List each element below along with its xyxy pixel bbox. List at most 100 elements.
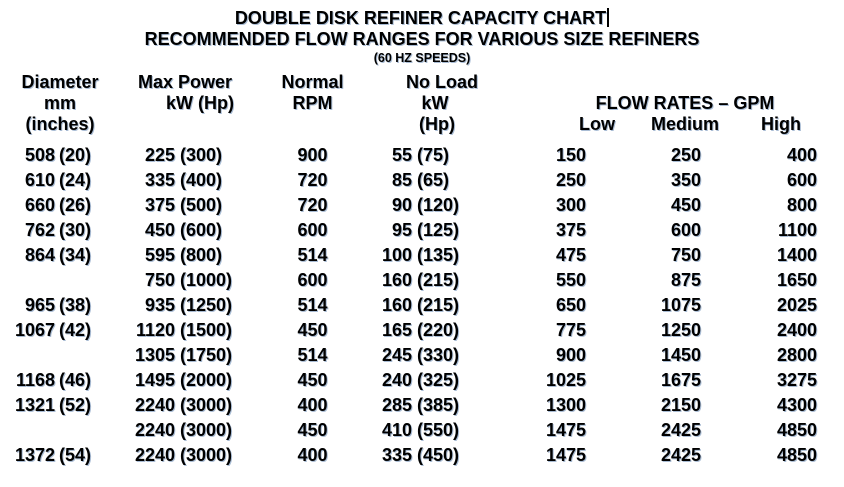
- text-cursor-caret: [607, 8, 610, 27]
- diameter-inches: (54): [59, 445, 92, 465]
- cell-flow-medium: 2425: [660, 445, 701, 465]
- cell-rpm: 900: [297, 145, 328, 165]
- cell-diameter: [10, 343, 110, 368]
- table-row: 1321 (52) 2240 (3000) 400 285 (385) 1300 21…: [10, 393, 834, 418]
- noload-kw: 160: [381, 270, 412, 290]
- cell-flow-high: 2400: [776, 320, 817, 340]
- table-row: 965 (38) 935 (1250) 514 160 (215) 650 1075 …: [10, 293, 834, 318]
- cell-flow-high: 1100: [777, 220, 817, 240]
- cell-no-load: 100 (135): [365, 243, 485, 268]
- table-row: 750 (1000) 600 160 (215) 550 875 1650: [10, 268, 834, 293]
- cell-rpm: 450: [297, 320, 328, 340]
- diameter-inches: (52): [59, 395, 92, 415]
- cell-diameter: 1321 (52): [10, 393, 110, 418]
- cell-diameter: 660 (26): [10, 193, 110, 218]
- cell-flow-low: 250: [555, 170, 586, 190]
- diameter-inches: (46): [59, 370, 92, 390]
- cell-max-power: 2240 (3000): [110, 443, 260, 468]
- header-diameter-mm: mm: [43, 93, 76, 113]
- noload-hp: (385): [417, 395, 460, 415]
- header-diameter-inches: (inches): [25, 114, 95, 134]
- cell-no-load: 90 (120): [365, 193, 485, 218]
- noload-hp: (65): [417, 170, 450, 190]
- cell-flow-high: 400: [786, 145, 817, 165]
- table-row: 1067 (42) 1120 (1500) 450 165 (220) 775 125…: [10, 318, 834, 343]
- noload-hp: (125): [417, 220, 460, 240]
- power-kw: 375: [144, 195, 175, 215]
- cell-flow-low: 1300: [545, 395, 586, 415]
- diameter-inches: (24): [59, 170, 92, 190]
- power-kw: 1305: [134, 345, 175, 365]
- cell-diameter: 864 (34): [10, 243, 110, 268]
- power-hp: (2000): [180, 370, 233, 390]
- diameter-mm: 864: [24, 245, 55, 265]
- cell-max-power: 1495 (2000): [110, 368, 260, 393]
- cell-flow-medium: 750: [670, 245, 701, 265]
- title-text: DOUBLE DISK REFINER CAPACITY CHART: [234, 8, 607, 28]
- cell-max-power: 335 (400): [110, 168, 260, 193]
- cell-flow-low: 475: [555, 245, 586, 265]
- noload-hp: (550): [417, 420, 460, 440]
- cell-no-load: 95 (125): [365, 218, 485, 243]
- cell-no-load: 160 (215): [365, 268, 485, 293]
- cell-flow-medium: 1075: [660, 295, 701, 315]
- cell-no-load: 410 (550): [365, 418, 485, 443]
- power-kw: 595: [144, 245, 175, 265]
- cell-diameter: 610 (24): [10, 168, 110, 193]
- cell-max-power: 2240 (3000): [110, 393, 260, 418]
- noload-hp: (220): [417, 320, 460, 340]
- power-hp: (3000): [180, 395, 233, 415]
- noload-kw: 165: [381, 320, 412, 340]
- header-flow-medium: Medium: [650, 114, 720, 134]
- cell-max-power: 225 (300): [110, 143, 260, 168]
- noload-kw: 95: [391, 220, 412, 240]
- cell-no-load: 245 (330): [365, 343, 485, 368]
- noload-hp: (215): [417, 270, 460, 290]
- diameter-mm: 508: [24, 145, 55, 165]
- header-flow-low: Low: [579, 114, 615, 134]
- noload-hp: (330): [417, 345, 460, 365]
- power-kw: 750: [144, 270, 175, 290]
- cell-flow-medium: 1675: [660, 370, 701, 390]
- power-kw: 2240: [134, 420, 175, 440]
- table-header: Diameter Max Power Normal No Load mm kW …: [10, 72, 834, 135]
- diameter-mm: 610: [24, 170, 55, 190]
- power-kw: 935: [144, 295, 175, 315]
- cell-max-power: 935 (1250): [110, 293, 260, 318]
- cell-rpm: 720: [297, 195, 328, 215]
- cell-flow-medium: 350: [670, 170, 701, 190]
- diameter-inches: (38): [59, 295, 92, 315]
- header-row-3: (inches) (Hp) Low Medium High: [10, 114, 834, 135]
- noload-hp: (215): [417, 295, 460, 315]
- header-power-units: kW (Hp): [166, 93, 234, 113]
- diameter-mm: 1168: [15, 370, 55, 390]
- cell-flow-low: 300: [555, 195, 586, 215]
- cell-flow-low: 1475: [545, 445, 586, 465]
- table-row: 1372 (54) 2240 (3000) 400 335 (450) 1475 24…: [10, 443, 834, 468]
- noload-hp: (75): [417, 145, 450, 165]
- cell-no-load: 165 (220): [365, 318, 485, 343]
- header-row-1: Diameter Max Power Normal No Load: [10, 72, 834, 93]
- cell-max-power: 750 (1000): [110, 268, 260, 293]
- noload-kw: 285: [381, 395, 412, 415]
- noload-kw: 85: [391, 170, 412, 190]
- header-rpm: RPM: [292, 93, 333, 113]
- noload-kw: 240: [381, 370, 412, 390]
- cell-rpm: 514: [297, 245, 328, 265]
- cell-flow-medium: 875: [670, 270, 701, 290]
- cell-rpm: 400: [297, 395, 328, 415]
- table-row: 508 (20) 225 (300) 900 55 (75) 150 250 400: [10, 143, 834, 168]
- diameter-mm: 1321: [14, 395, 55, 415]
- header-max-power: Max Power: [137, 72, 233, 92]
- noload-kw: 55: [391, 145, 412, 165]
- power-hp: (1500): [180, 320, 233, 340]
- noload-kw: 335: [381, 445, 412, 465]
- cell-flow-low: 1025: [545, 370, 586, 390]
- cell-flow-high: 3275: [776, 370, 817, 390]
- speed-note: (60 HZ SPEEDS): [373, 51, 471, 65]
- table-body: 508 (20) 225 (300) 900 55 (75) 150 250 400 …: [10, 143, 834, 468]
- noload-kw: 90: [391, 195, 412, 215]
- cell-flow-low: 375: [555, 220, 586, 240]
- cell-diameter: 1067 (42): [10, 318, 110, 343]
